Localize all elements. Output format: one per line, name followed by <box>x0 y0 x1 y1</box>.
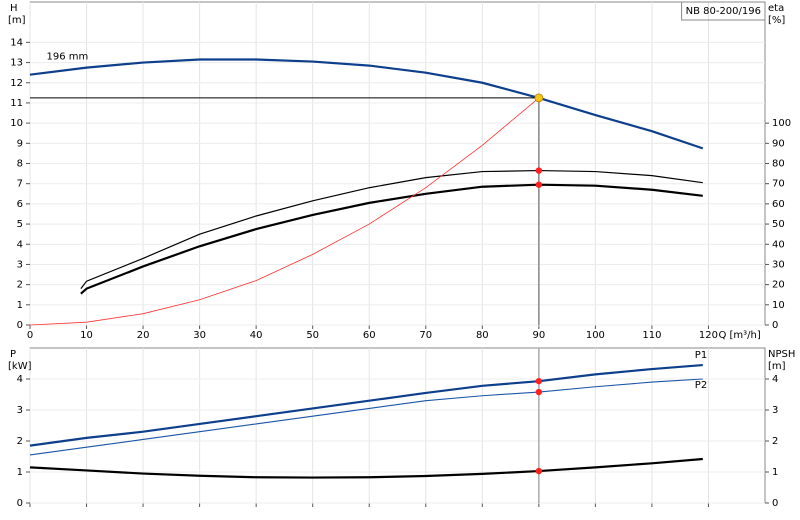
operating-point <box>535 181 543 188</box>
x-tick-label: 40 <box>250 330 263 341</box>
y-tick-label: 1 <box>17 300 23 311</box>
operating-point <box>535 167 543 174</box>
y2-tick-label: 100 <box>772 118 791 129</box>
x-tick-label: 60 <box>363 330 376 341</box>
y-tick-label: 3 <box>17 259 23 270</box>
y-tick-label: 0 <box>17 320 23 331</box>
y2-axis-label: eta <box>768 3 784 14</box>
x-tick-label: 100 <box>586 330 605 341</box>
series-label: P1 <box>695 350 707 361</box>
y-tick-label: 2 <box>17 436 23 447</box>
y-tick-label: 2 <box>17 280 23 291</box>
x-tick-label: 80 <box>476 330 489 341</box>
y2-tick-label: 2 <box>772 436 778 447</box>
y2-tick-label: 60 <box>772 199 785 210</box>
x-tick-label: 20 <box>137 330 150 341</box>
y-tick-label: 8 <box>17 159 23 170</box>
y-tick-label: 3 <box>17 405 23 416</box>
y-axis-label: H <box>10 3 18 14</box>
y-tick-label: 11 <box>10 98 23 109</box>
y2-tick-label: 80 <box>772 159 785 170</box>
operating-point <box>535 467 543 475</box>
y-tick-label: 4 <box>17 239 23 250</box>
x-tick-label: 110 <box>642 330 661 341</box>
x-tick-label: 120 <box>699 330 718 341</box>
x-tick-label: 50 <box>306 330 319 341</box>
x-tick-label: 10 <box>80 330 93 341</box>
curve <box>29 58 704 150</box>
y-axis-unit: [kW] <box>8 361 32 372</box>
y2-axis-unit: [m] <box>768 361 786 372</box>
curve <box>29 457 703 479</box>
x-tick-label: 90 <box>532 330 545 341</box>
y-tick-label: 14 <box>10 37 23 48</box>
y2-tick-label: 70 <box>772 179 785 190</box>
y2-axis-label: NPSH <box>768 349 795 360</box>
plot-area <box>29 347 766 504</box>
y2-tick-label: 10 <box>772 300 785 311</box>
operating-point <box>534 93 544 103</box>
x-tick-label: 70 <box>419 330 432 341</box>
y-axis-label: P <box>10 349 16 360</box>
y2-tick-label: 1 <box>772 467 778 478</box>
y2-tick-label: 0 <box>772 320 778 331</box>
curve <box>29 97 540 326</box>
operating-point <box>535 377 543 385</box>
x-axis-label: Q [m³/h] <box>718 330 760 341</box>
chart-title: NB 80-200/196 <box>686 6 761 17</box>
y2-tick-label: 4 <box>772 374 778 385</box>
x-tick-label: 0 <box>27 330 33 341</box>
y-tick-label: 7 <box>17 179 23 190</box>
series-label: 196 mm <box>47 52 89 63</box>
y-tick-label: 4 <box>17 374 23 385</box>
y2-tick-label: 90 <box>772 138 785 149</box>
y-tick-label: 13 <box>10 58 23 69</box>
y-tick-label: 10 <box>10 118 23 129</box>
y-tick-label: 12 <box>10 78 23 89</box>
title-box <box>681 1 766 21</box>
y-tick-label: 9 <box>17 138 23 149</box>
y-tick-label: 6 <box>17 199 23 210</box>
curve <box>29 378 703 456</box>
curve <box>29 363 703 447</box>
y-tick-label: 5 <box>17 219 23 230</box>
y-tick-label: 1 <box>17 467 23 478</box>
x-tick-label: 30 <box>193 330 206 341</box>
y2-tick-label: 0 <box>772 498 778 509</box>
y2-tick-label: 40 <box>772 239 785 250</box>
y2-tick-label: 20 <box>772 280 785 291</box>
y-axis-unit: [m] <box>8 15 26 26</box>
y2-tick-label: 3 <box>772 405 778 416</box>
y2-tick-label: 50 <box>772 219 785 230</box>
series-label: P2 <box>695 380 707 391</box>
y2-tick-label: 30 <box>772 259 785 270</box>
curve <box>80 183 703 295</box>
operating-point <box>535 388 543 396</box>
curve <box>80 169 703 290</box>
y-tick-label: 0 <box>17 498 23 509</box>
y2-axis-unit: [%] <box>768 15 785 26</box>
